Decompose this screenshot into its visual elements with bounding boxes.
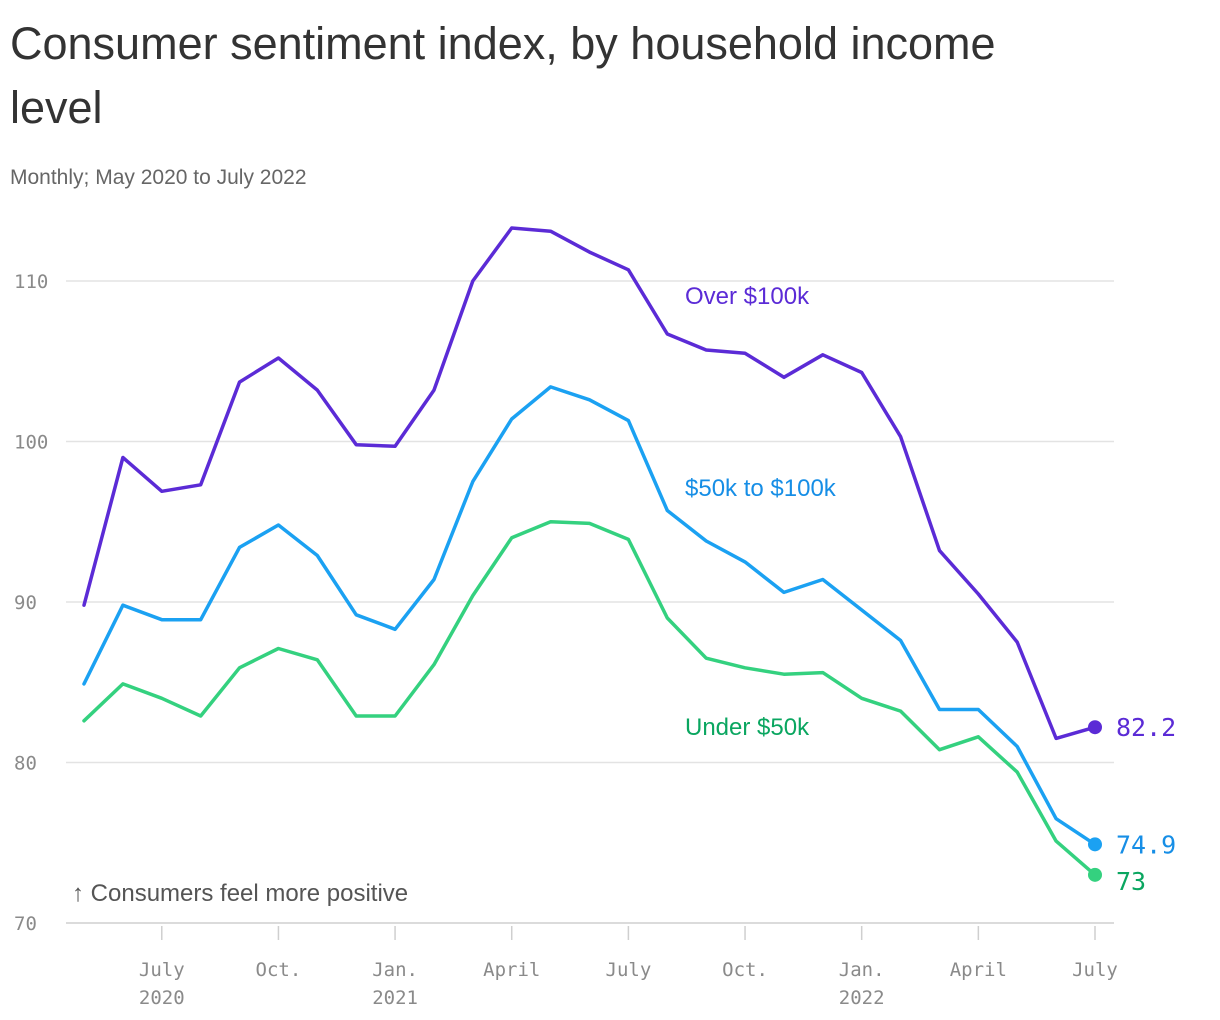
chart-subtitle: Monthly; May 2020 to July 2022 bbox=[10, 166, 307, 189]
y-axis-ticks: 70 80 90 100 110 bbox=[14, 271, 48, 935]
series-lines bbox=[82, 226, 1102, 882]
x-tick-label: July bbox=[606, 959, 652, 981]
x-tick-label: 2021 bbox=[372, 987, 418, 1009]
x-axis-ticks: July 2020 Oct. Jan. 2021 April July Oct. Jan. 202… bbox=[139, 926, 1118, 1009]
y-tick-label: 80 bbox=[14, 753, 37, 775]
series-end-point bbox=[1088, 867, 1102, 882]
series-line bbox=[82, 520, 1097, 877]
x-tick-label: July bbox=[1072, 959, 1118, 981]
gridlines bbox=[66, 280, 1114, 924]
series-end-value-label: 82.2 bbox=[1116, 713, 1176, 742]
chart-title: Consumer sentiment index, by household i… bbox=[10, 18, 996, 133]
y-tick-label: 100 bbox=[14, 432, 48, 454]
series-name-label: $50k to $100k bbox=[685, 475, 837, 502]
y-tick-label: 70 bbox=[14, 913, 37, 935]
x-tick-label: Jan. bbox=[372, 959, 418, 981]
series-labels: 82.2 Over $100k 74.9 $50k to $100k 73 Under $… bbox=[685, 283, 1176, 896]
series-end-point bbox=[1088, 837, 1102, 852]
series-end-point bbox=[1088, 720, 1102, 735]
x-tick-label: Oct. bbox=[256, 959, 302, 981]
x-tick-label: April bbox=[483, 959, 540, 981]
x-tick-label: Oct. bbox=[722, 959, 768, 981]
series-line bbox=[82, 226, 1097, 741]
series-line bbox=[82, 385, 1097, 847]
x-tick-label: July bbox=[139, 959, 185, 981]
series-name-label: Under $50k bbox=[685, 714, 810, 741]
x-tick-label: Jan. bbox=[839, 959, 885, 981]
series-end-value-label: 73 bbox=[1116, 867, 1146, 896]
series-end-value-label: 74.9 bbox=[1116, 830, 1176, 859]
x-tick-label: 2020 bbox=[139, 987, 185, 1009]
x-tick-label: April bbox=[950, 959, 1007, 981]
y-tick-label: 110 bbox=[14, 271, 48, 293]
series-name-label: Over $100k bbox=[685, 283, 810, 310]
y-tick-label: 90 bbox=[14, 592, 37, 614]
x-tick-label: 2022 bbox=[839, 987, 885, 1009]
chart-annotation: ↑ Consumers feel more positive bbox=[72, 880, 408, 907]
